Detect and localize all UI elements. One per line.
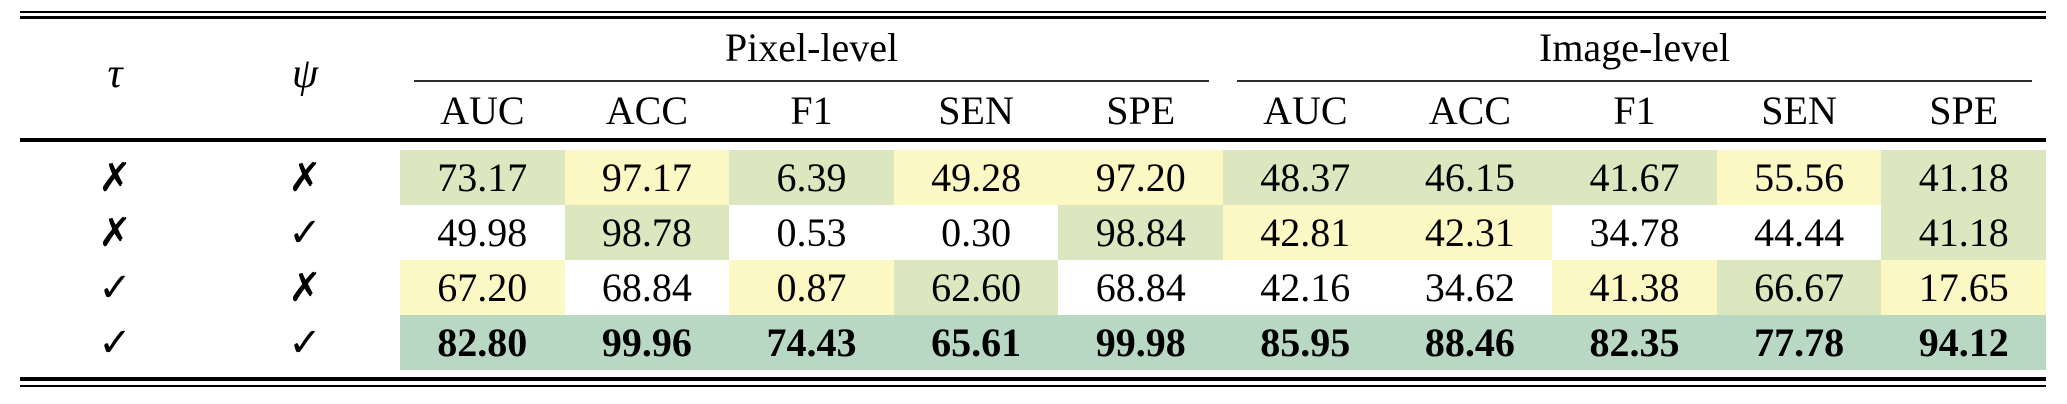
metric-cell: 42.16 (1223, 260, 1388, 315)
column-header-f1: F1 (729, 82, 894, 142)
metric-cell: 0.87 (729, 260, 894, 315)
metric-cell: 88.46 (1387, 315, 1553, 370)
column-header-auc: AUC (1223, 82, 1388, 142)
metric-cell: 77.78 (1716, 315, 1882, 370)
cross-icon: ✗ (98, 154, 132, 201)
column-header-sen: SEN (1716, 82, 1882, 142)
column-header-acc: ACC (564, 82, 730, 142)
metric-cell: 85.95 (1223, 315, 1388, 370)
table-row: ✗ ✗ 73.17 97.17 6.39 49.28 97.20 48.37 46.15 41.6… (20, 150, 2046, 205)
cross-icon: ✗ (288, 264, 322, 311)
metric-cell: 41.18 (1881, 205, 2046, 260)
table-row: ✓ ✗ 67.20 68.84 0.87 62.60 68.84 42.16 34.62 41.3… (20, 260, 2046, 315)
metric-cell: 74.43 (729, 315, 894, 370)
column-header-acc: ACC (1387, 82, 1553, 142)
column-header-sen: SEN (893, 82, 1059, 142)
top-rule-thick (20, 16, 2046, 19)
group-header-row: τ ψ Pixel-level Image-level (20, 10, 2046, 142)
psi-column-header: ψ (210, 10, 400, 142)
metric-cell: 68.84 (564, 260, 730, 315)
group-header-image-level: Image-level (1223, 10, 2046, 82)
metric-cell: 46.15 (1387, 150, 1553, 205)
metric-cell: 41.38 (1552, 260, 1717, 315)
bottom-rule-thin (20, 385, 2046, 387)
table-row: ✗ ✓ 49.98 98.78 0.53 0.30 98.84 42.81 42.31 34.78… (20, 205, 2046, 260)
metric-cell: 94.12 (1881, 315, 2046, 370)
metric-cell: 82.80 (400, 315, 565, 370)
check-icon: ✓ (288, 319, 322, 366)
metric-cell: 82.35 (1552, 315, 1717, 370)
metric-cell: 62.60 (893, 260, 1059, 315)
metric-cell: 34.78 (1552, 205, 1717, 260)
metric-cell: 42.81 (1223, 205, 1388, 260)
metric-cell: 41.67 (1552, 150, 1717, 205)
table-row: ✓ ✓ 82.80 99.96 74.43 65.61 99.98 85.95 88.46 82.… (20, 315, 2046, 370)
metric-cell: 99.98 (1058, 315, 1223, 370)
metric-cell: 17.65 (1881, 260, 2046, 315)
table-body: ✗ ✗ 73.17 97.17 6.39 49.28 97.20 48.37 46.15 41.6… (20, 140, 2046, 370)
metric-cell: 98.84 (1058, 205, 1223, 260)
group-label: Pixel-level (414, 24, 1209, 82)
group-header-pixel-level: Pixel-level (400, 10, 1223, 82)
group-label: Image-level (1237, 24, 2032, 82)
metric-cell: 97.17 (564, 150, 730, 205)
column-header-f1: F1 (1552, 82, 1717, 142)
check-icon: ✓ (98, 264, 132, 311)
cross-icon: ✗ (288, 154, 322, 201)
metric-cell: 41.18 (1881, 150, 2046, 205)
metric-cell: 55.56 (1716, 150, 1882, 205)
check-icon: ✓ (288, 209, 322, 256)
metric-cell: 0.53 (729, 205, 894, 260)
top-rule-thin (20, 11, 2046, 13)
cross-icon: ✗ (98, 209, 132, 256)
ablation-table: τ ψ Pixel-level Image-level AUC ACC F1 S… (20, 10, 2046, 370)
metric-cell: 67.20 (400, 260, 565, 315)
metric-cell: 98.78 (564, 205, 730, 260)
column-header-spe: SPE (1058, 82, 1223, 142)
spacer-row (20, 140, 2046, 150)
tau-column-header: τ (20, 10, 210, 142)
metric-cell: 97.20 (1058, 150, 1223, 205)
metric-cell: 73.17 (400, 150, 565, 205)
metric-cell: 0.30 (893, 205, 1059, 260)
metric-cell: 49.98 (400, 205, 565, 260)
bottom-rule-thick (20, 377, 2046, 381)
metric-header-row: AUC ACC F1 SEN SPE AUC ACC F1 SEN SPE (20, 82, 2046, 142)
column-header-spe: SPE (1881, 82, 2046, 142)
metric-cell: 66.67 (1716, 260, 1882, 315)
metric-cell: 44.44 (1716, 205, 1882, 260)
metric-cell: 42.31 (1387, 205, 1553, 260)
metric-cell: 6.39 (729, 150, 894, 205)
metric-cell: 48.37 (1223, 150, 1388, 205)
table-header: τ ψ Pixel-level Image-level AUC ACC F1 S… (20, 10, 2046, 142)
metric-cell: 34.62 (1387, 260, 1553, 315)
metric-cell: 68.84 (1058, 260, 1223, 315)
metric-cell: 65.61 (893, 315, 1059, 370)
metric-cell: 49.28 (893, 150, 1059, 205)
metric-cell: 99.96 (564, 315, 730, 370)
check-icon: ✓ (98, 319, 132, 366)
column-header-auc: AUC (400, 82, 565, 142)
